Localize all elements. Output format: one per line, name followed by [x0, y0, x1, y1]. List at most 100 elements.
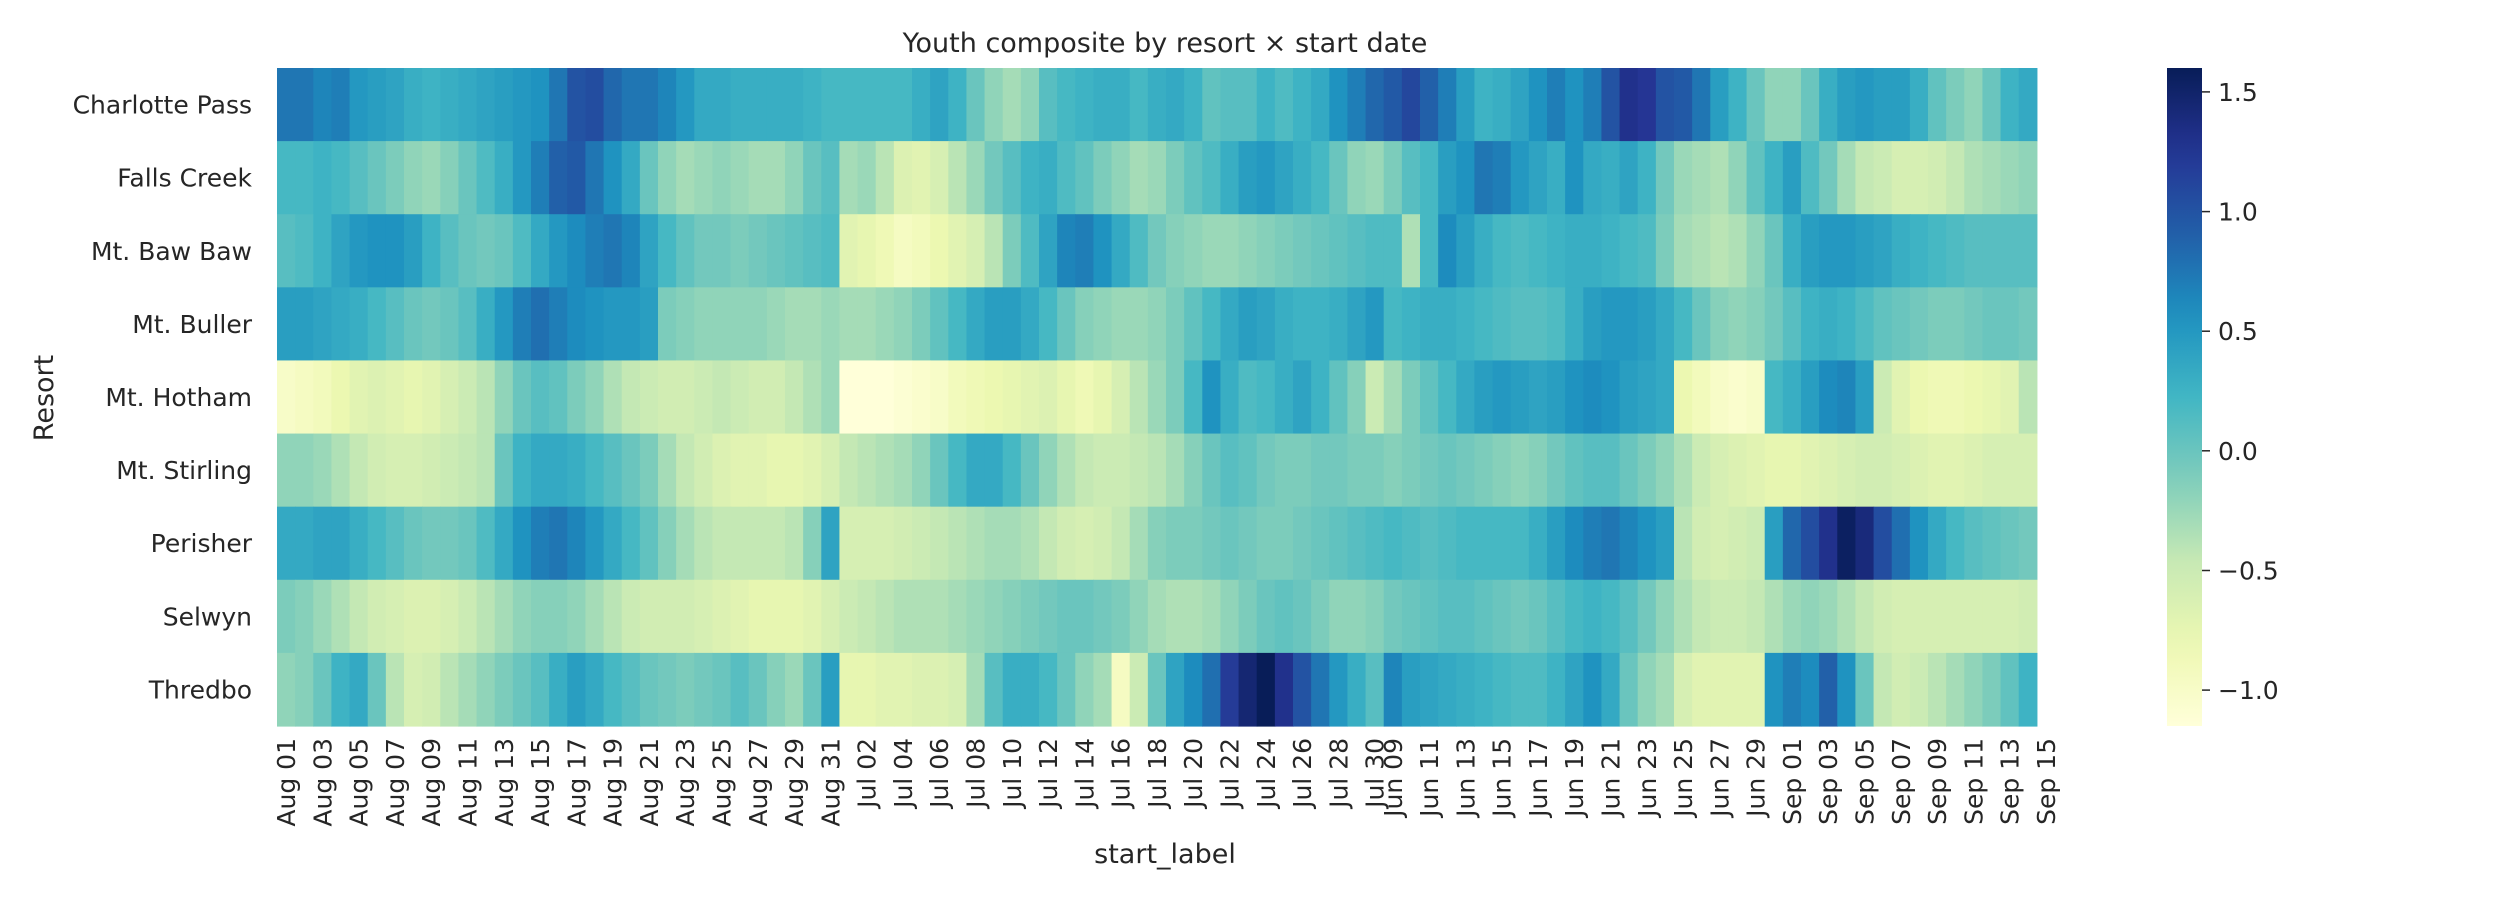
heatmap-cell: [1002, 214, 1022, 288]
heatmap-cell: [1057, 652, 1076, 727]
x-tick-label: Jun 23: [1633, 738, 1662, 819]
heatmap-cell: [295, 214, 314, 288]
heatmap-cell: [277, 214, 296, 288]
heatmap-cell: [748, 360, 768, 435]
heatmap-cell: [785, 360, 804, 435]
heatmap-cell: [1547, 141, 1566, 215]
y-tick-label: Mt. Baw Baw: [91, 237, 252, 266]
heatmap-cell: [1365, 579, 1385, 654]
heatmap-cell: [1365, 141, 1385, 215]
heatmap-cell: [1764, 141, 1784, 215]
heatmap-cell: [1601, 579, 1621, 654]
heatmap-cell: [1256, 68, 1276, 142]
heatmap-cell: [349, 68, 369, 142]
heatmap-cell: [1002, 433, 1022, 508]
heatmap-cell: [1438, 360, 1457, 435]
heatmap-cell: [1909, 68, 1929, 142]
heatmap-cell: [1075, 141, 1095, 215]
heatmap-cell: [1202, 579, 1222, 654]
heatmap-cell: [966, 287, 986, 362]
heatmap-cell: [839, 68, 859, 142]
heatmap-cell: [1909, 214, 1929, 288]
heatmap-cell: [1728, 506, 1748, 581]
heatmap-cell: [277, 652, 296, 727]
heatmap-cell: [966, 579, 986, 654]
heatmap-cell: [1873, 433, 1893, 508]
heatmap-cell: [1909, 141, 1929, 215]
heatmap-cell: [367, 287, 387, 362]
heatmap-cell: [1655, 506, 1675, 581]
x-tick-label: Jul 06: [925, 738, 954, 810]
heatmap-cell: [1819, 360, 1838, 435]
heatmap-cell: [1184, 579, 1203, 654]
heatmap-cell: [1039, 652, 1058, 727]
heatmap-cell: [1057, 506, 1076, 581]
heatmap-cell: [712, 287, 732, 362]
x-tick-label: Aug 01: [272, 738, 301, 827]
heatmap-cell: [1547, 214, 1566, 288]
y-tick-label: Thredbo: [148, 675, 252, 704]
heatmap-cell: [1256, 214, 1276, 288]
heatmap-cell: [295, 433, 314, 508]
heatmap-cell: [1510, 287, 1530, 362]
x-tick-label: Aug 17: [562, 738, 591, 827]
heatmap-cell: [1982, 433, 2002, 508]
heatmap-cell: [1293, 141, 1312, 215]
heatmap-cell: [313, 506, 333, 581]
heatmap-cell: [1039, 214, 1058, 288]
heatmap-cell: [1492, 214, 1512, 288]
heatmap-cell: [1692, 433, 1711, 508]
heatmap-cell: [1637, 68, 1657, 142]
heatmap-cell: [331, 68, 351, 142]
heatmap-cell: [1274, 68, 1294, 142]
heatmap-cell: [1655, 360, 1675, 435]
heatmap-cell: [1710, 579, 1730, 654]
heatmap-cell: [1347, 506, 1367, 581]
heatmap-cell: [1456, 579, 1476, 654]
heatmap-cell: [857, 214, 877, 288]
heatmap-cell: [385, 652, 405, 727]
heatmap-cell: [1256, 652, 1276, 727]
heatmap-cell: [1365, 360, 1385, 435]
heatmap-cell: [1129, 141, 1149, 215]
heatmap-cell: [531, 68, 550, 142]
heatmap-cell: [440, 141, 460, 215]
heatmap-cell: [1420, 433, 1439, 508]
heatmap-cell: [1510, 214, 1530, 288]
heatmap-cell: [1020, 214, 1040, 288]
heatmap-cell: [1674, 433, 1693, 508]
heatmap-cell: [2000, 141, 2020, 215]
heatmap-cell: [639, 579, 659, 654]
heatmap-cell: [331, 360, 351, 435]
heatmap-cell: [1401, 433, 1421, 508]
heatmap-cell: [1093, 360, 1113, 435]
heatmap-cell: [1728, 68, 1748, 142]
heatmap-cell: [1928, 68, 1947, 142]
heatmap-cell: [1547, 287, 1566, 362]
heatmap-cell: [821, 360, 841, 435]
heatmap-cell: [313, 214, 333, 288]
heatmap-cell: [1547, 506, 1566, 581]
heatmap-cell: [1674, 579, 1693, 654]
heatmap-cell: [1020, 68, 1040, 142]
heatmap-cell: [404, 68, 423, 142]
heatmap-cell: [404, 433, 423, 508]
heatmap-cell: [476, 360, 496, 435]
heatmap-cell: [531, 360, 550, 435]
heatmap-cell: [1946, 141, 1965, 215]
heatmap-cell: [1202, 433, 1222, 508]
heatmap-cell: [1873, 287, 1893, 362]
heatmap-cell: [1383, 433, 1403, 508]
heatmap-cell: [531, 214, 550, 288]
heatmap-cell: [2018, 579, 2038, 654]
heatmap-cell: [1311, 506, 1330, 581]
heatmap-cell: [1728, 652, 1748, 727]
x-tick-label: Aug 31: [816, 738, 845, 827]
heatmap-cell: [1928, 214, 1947, 288]
heatmap-cell: [404, 287, 423, 362]
heatmap-cell: [385, 360, 405, 435]
heatmap-cell: [1764, 652, 1784, 727]
heatmap-cell: [494, 506, 514, 581]
heatmap-cell: [2018, 287, 2038, 362]
heatmap-cell: [367, 506, 387, 581]
